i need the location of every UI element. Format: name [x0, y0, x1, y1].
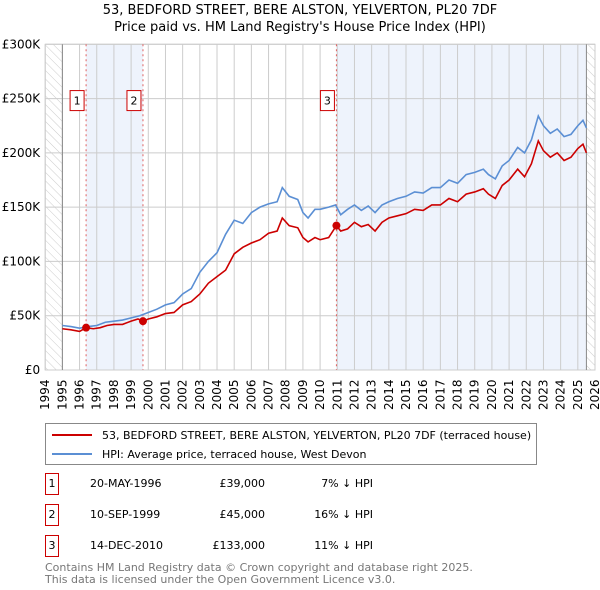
sale-date: 14-DEC-2010: [90, 539, 164, 552]
y-tick-label: £50K: [9, 309, 41, 323]
x-tick-label: 2023: [536, 379, 550, 410]
legend-label: 53, BEDFORD STREET, BERE ALSTON, YELVERT…: [102, 428, 532, 442]
sale-row: 2 10-SEP-1999 £45,000 16% ↓ HPI: [45, 504, 445, 526]
x-tick-label: 1996: [73, 379, 87, 410]
sale-point: [138, 317, 147, 326]
y-tick-label: £250K: [2, 92, 42, 106]
sale-label-box: [69, 90, 85, 112]
x-tick-label: 2021: [502, 379, 516, 410]
sale-hpi-diff: 11% ↓ HPI: [314, 539, 373, 552]
y-tick-label: £0: [25, 363, 40, 377]
plot-border: [44, 43, 596, 371]
x-tick-label: 2003: [193, 379, 207, 410]
x-tick-label: 2020: [485, 379, 499, 410]
x-tick-label: 2016: [416, 379, 430, 410]
legend-item-property: 53, BEDFORD STREET, BERE ALSTON, YELVERT…: [52, 426, 531, 444]
legend: 53, BEDFORD STREET, BERE ALSTON, YELVERT…: [45, 423, 537, 465]
y-tick-label: £200K: [2, 146, 42, 160]
x-tick-label: 1999: [124, 379, 138, 410]
x-tick-label: 2006: [244, 379, 258, 410]
x-tick-label: 2013: [365, 379, 379, 410]
x-tick-label: 2010: [313, 379, 327, 410]
sale-marker: 3: [45, 535, 59, 557]
sale-point: [332, 221, 341, 230]
legend-swatch-red: [52, 434, 92, 436]
sale-label: 3: [324, 95, 331, 108]
y-tick-label: £300K: [2, 37, 42, 51]
x-tick-label: 2009: [296, 379, 310, 410]
footer: Contains HM Land Registry data © Crown c…: [45, 562, 473, 586]
sale-marker: 2: [45, 504, 59, 526]
sale-hpi-diff: 7% ↓ HPI: [321, 477, 373, 490]
x-tick-label: 2007: [262, 379, 276, 410]
x-tick-label: 2008: [279, 379, 293, 410]
x-tick-label: 2018: [451, 379, 465, 410]
sale-label-box: [126, 90, 142, 112]
hpi-line: [62, 113, 588, 330]
x-tick-label: 2025: [571, 379, 585, 410]
x-tick-label: 2005: [227, 379, 241, 410]
sale-date: 20-MAY-1996: [90, 477, 162, 490]
sale-date: 10-SEP-1999: [90, 508, 161, 521]
x-tick-label: 2015: [399, 379, 413, 410]
x-tick-label: 1997: [90, 379, 104, 410]
x-tick-label: 1995: [55, 379, 69, 410]
sale-label: 1: [74, 95, 81, 108]
footer-line: Contains HM Land Registry data © Crown c…: [45, 561, 473, 574]
x-tick-label: 2011: [330, 379, 344, 410]
x-tick-label: 2004: [210, 379, 224, 410]
x-tick-label: 2002: [176, 379, 190, 410]
x-tick-label: 2001: [158, 379, 172, 410]
property-price-line: [62, 138, 588, 333]
x-tick-label: 2026: [588, 379, 600, 410]
x-tick-label: 1998: [107, 379, 121, 410]
legend-label: HPI: Average price, terraced house, West…: [102, 447, 367, 461]
legend-swatch-blue: [52, 453, 92, 455]
x-tick-label: 2022: [519, 379, 533, 410]
chart-subtitle: Price paid vs. HM Land Registry's House …: [114, 20, 486, 35]
sale-price: £39,000: [219, 477, 266, 490]
sale-price: £45,000: [219, 508, 266, 521]
price-chart: 1994 1995 1996 1997 1998 1999 2000 2001 2002 2003…: [2, 37, 600, 410]
legend-item-hpi: HPI: Average price, terraced house, West…: [52, 445, 367, 463]
sale-row: 1 20-MAY-1996 £39,000 7% ↓ HPI: [45, 473, 445, 495]
x-tick-label: 2012: [347, 379, 361, 410]
sale-row: 3 14-DEC-2010 £133,000 11% ↓ HPI: [45, 535, 445, 557]
sale-hpi-diff: 16% ↓ HPI: [314, 508, 373, 521]
sale-label-box: [319, 90, 335, 112]
sale-point: [82, 323, 91, 332]
x-tick-label: 2017: [433, 379, 447, 410]
sale-price: £133,000: [212, 539, 266, 552]
footer-line: This data is licensed under the Open Gov…: [45, 573, 396, 586]
x-tick-label: 1994: [38, 379, 52, 410]
sale-label: 2: [130, 95, 137, 108]
x-tick-label: 2014: [382, 379, 396, 410]
sale-marker: 1: [45, 473, 59, 495]
y-tick-label: £100K: [2, 254, 42, 268]
chart-title: 53, BEDFORD STREET, BERE ALSTON, YELVERT…: [102, 3, 498, 18]
x-tick-label: 2019: [468, 379, 482, 410]
x-tick-label: 2000: [141, 379, 155, 410]
x-tick-label: 2024: [554, 379, 568, 410]
y-tick-label: £150K: [2, 200, 42, 214]
